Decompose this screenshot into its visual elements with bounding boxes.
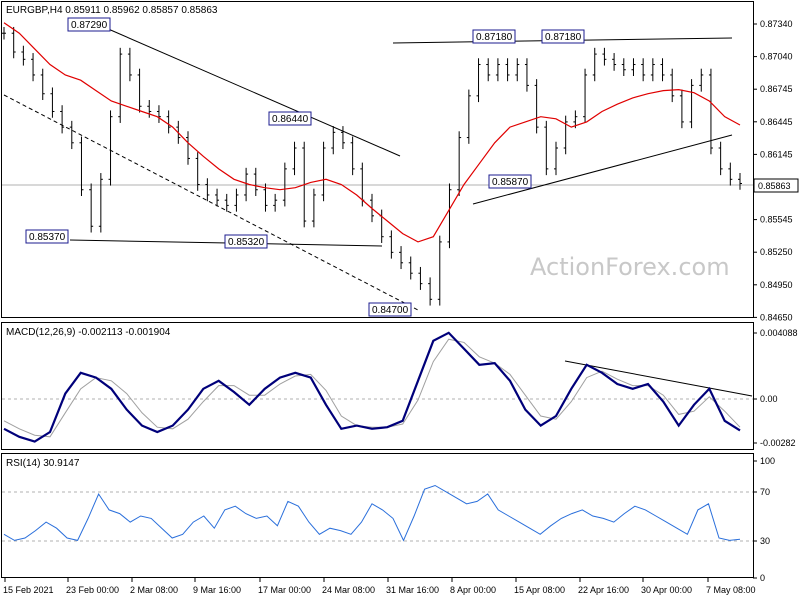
macd-title: MACD(12,26,9) -0.002113 -0.001904 bbox=[6, 327, 171, 338]
x-tick-label: 7 May 08:00 bbox=[706, 585, 756, 595]
rsi-y-tick-label: 30 bbox=[760, 536, 770, 546]
macd-y-tick-label: 0.004088 bbox=[760, 328, 798, 338]
price-y-tick-label: 0.86745 bbox=[760, 84, 793, 94]
annotation-box bbox=[25, 229, 69, 244]
annotation-label: 0.85320 bbox=[228, 237, 265, 248]
current-price-label: 0.85863 bbox=[758, 181, 791, 191]
rsi-panel-frame bbox=[1, 453, 754, 578]
rsi-y-tick-label: 0 bbox=[760, 573, 765, 583]
annotation-label: 0.87180 bbox=[476, 32, 513, 43]
annotation-label: 0.84700 bbox=[372, 305, 409, 316]
x-axis: 15 Feb 2021 23 Feb 00:00 2 Mar 08:00 9 Mar … bbox=[3, 578, 756, 595]
price-y-tick-label: 0.87340 bbox=[760, 19, 793, 29]
annotation-box bbox=[488, 174, 532, 189]
price-y-tick-label: 0.84950 bbox=[760, 280, 793, 290]
annotation-label: 0.87290 bbox=[71, 20, 108, 31]
annotation-label: 0.85370 bbox=[29, 232, 66, 243]
annotations: 0.87290 0.85370 0.86440 0.85320 0.84700 0.871… bbox=[25, 17, 585, 317]
annotation-label: 0.86440 bbox=[272, 114, 309, 125]
x-tick-label: 15 Apr 08:00 bbox=[514, 585, 565, 595]
annotation-label: 0.87180 bbox=[545, 32, 582, 43]
rsi-line bbox=[3, 484, 741, 542]
x-tick-label: 23 Feb 00:00 bbox=[66, 585, 119, 595]
x-tick-label: 17 Mar 00:00 bbox=[258, 585, 311, 595]
trendline-rising bbox=[472, 134, 733, 205]
price-bars bbox=[2, 26, 742, 306]
macd-y-tick-label: -0.00282 bbox=[760, 438, 796, 448]
macd-y-axis: 0.004088 0.00 -0.00282 bbox=[753, 328, 798, 448]
x-tick-label: 24 Mar 08:00 bbox=[322, 585, 375, 595]
price-title: EURGBP,H4 0.85911 0.85962 0.85857 0.8586… bbox=[6, 5, 218, 16]
macd-trendline bbox=[564, 360, 753, 397]
trendline-falling-dashed bbox=[3, 94, 419, 311]
macd-signal-line bbox=[3, 338, 741, 438]
trendline-falling-upper bbox=[105, 27, 401, 157]
annotation-box bbox=[224, 234, 268, 249]
x-tick-label: 30 Apr 00:00 bbox=[641, 585, 692, 595]
watermark: ActionForex.com bbox=[530, 253, 730, 281]
ohlc-label: 0.85911 0.85962 0.85857 0.85863 bbox=[65, 5, 218, 16]
rsi-title: RSI(14) 30.9147 bbox=[6, 458, 80, 469]
price-y-tick-label: 0.85545 bbox=[760, 215, 793, 225]
rsi-y-tick-label: 70 bbox=[760, 487, 770, 497]
rsi-y-axis: 100 70 30 0 bbox=[753, 456, 775, 583]
current-price-box bbox=[753, 178, 799, 193]
price-y-axis: 0.87340 0.87040 0.86745 0.86445 0.86145 0.858… bbox=[753, 19, 793, 322]
annotation-box bbox=[541, 29, 585, 44]
price-y-tick-label: 0.85250 bbox=[760, 247, 793, 257]
x-tick-label: 2 Mar 08:00 bbox=[130, 585, 178, 595]
symbol-label: EURGBP,H4 bbox=[6, 5, 63, 16]
x-tick-label: 22 Apr 16:00 bbox=[578, 585, 629, 595]
annotation-box bbox=[67, 17, 111, 32]
annotation-box bbox=[368, 302, 412, 317]
price-y-tick-label: 0.86445 bbox=[760, 117, 793, 127]
macd-y-tick-label: 0.00 bbox=[760, 394, 778, 404]
rsi-y-tick-label: 100 bbox=[760, 456, 775, 466]
price-y-tick-label: 0.84650 bbox=[760, 312, 793, 322]
price-panel-frame bbox=[1, 1, 754, 318]
x-tick-label: 9 Mar 16:00 bbox=[193, 585, 241, 595]
x-tick-label: 8 Apr 00:00 bbox=[450, 585, 496, 595]
macd-line bbox=[3, 331, 741, 443]
annotation-box bbox=[268, 111, 312, 126]
price-y-tick-label: 0.86145 bbox=[760, 149, 793, 159]
x-tick-label: 15 Feb 2021 bbox=[3, 585, 54, 595]
moving-average-line bbox=[3, 22, 741, 243]
annotation-box bbox=[472, 29, 516, 44]
price-y-tick-label: 0.87040 bbox=[760, 52, 793, 62]
annotation-label: 0.85870 bbox=[492, 177, 529, 188]
x-tick-label: 31 Mar 16:00 bbox=[386, 585, 439, 595]
